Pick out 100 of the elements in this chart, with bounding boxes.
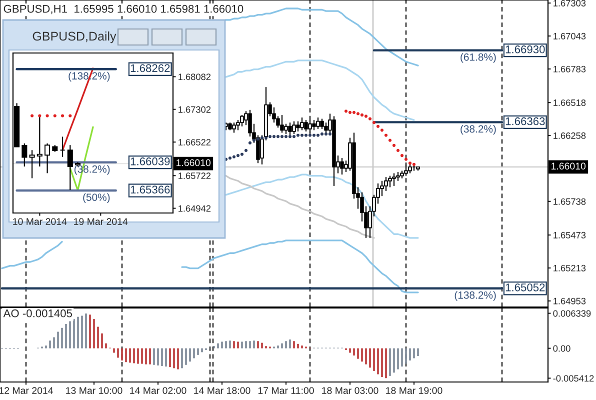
annotation: 1.66930 (506, 45, 545, 54)
y-tick-label: 1.65738 (554, 198, 586, 205)
y-tick-label: 1.65473 (554, 232, 586, 238)
point (360, 113, 364, 117)
point (372, 121, 376, 124)
annotation: 1.66039 (130, 157, 170, 166)
point (312, 134, 316, 137)
y-tick-label: 1.66522 (178, 138, 211, 146)
y-tick-label: 1.64953 (554, 298, 586, 304)
point (260, 136, 264, 140)
candlestick (296, 120, 300, 132)
candlestick (384, 176, 388, 192)
point (228, 156, 232, 160)
point (240, 152, 244, 156)
point (324, 132, 328, 136)
x-tick-label: 14 Mar 18:00 (194, 387, 250, 394)
point (368, 117, 372, 120)
point (296, 134, 300, 137)
series-label: (61.8%) (460, 53, 496, 63)
series-label: (50%) (83, 193, 110, 204)
x-tick-label: 19 Mar 2014 (74, 218, 128, 225)
chart-title: AO -0.001405 (3, 309, 72, 318)
point (236, 154, 240, 158)
point (264, 136, 268, 140)
candlestick (272, 106, 276, 124)
y-tick-label: 1.65722 (178, 172, 211, 180)
y-tick-label: 0.006339 (553, 310, 591, 317)
annotation: 1.68262 (130, 64, 170, 72)
candlestick (392, 172, 396, 187)
ref-line-label: 1.66010 (552, 162, 586, 170)
point (304, 134, 308, 137)
candlestick (232, 122, 236, 134)
point (380, 128, 384, 132)
x-tick-label: 14 Mar 02:00 (130, 387, 186, 394)
point (352, 110, 356, 114)
point (252, 138, 256, 142)
point (300, 134, 304, 137)
candlestick (300, 116, 304, 131)
candlestick (280, 114, 284, 134)
candlestick (67, 144, 73, 190)
y-tick-label: 1.66518 (554, 99, 586, 106)
point (280, 134, 284, 138)
point (348, 110, 352, 114)
candlestick (60, 136, 66, 158)
point (244, 148, 248, 152)
point (396, 148, 400, 152)
point (388, 138, 392, 142)
x-tick-label: 17 Mar 11:00 (258, 387, 314, 394)
candlestick (22, 142, 28, 168)
x-tick-label: 13 Mar 10:00 (66, 387, 122, 394)
y-tick-label: 1.66783 (554, 66, 586, 72)
line-series (225, 60, 415, 121)
x-tick-label: 18 Mar 19:00 (386, 387, 442, 394)
point (408, 162, 412, 165)
y-tick-label: 0.00 (553, 345, 570, 352)
ref-line-label: 1.66010 (176, 159, 211, 166)
point (232, 155, 236, 158)
candlestick (304, 119, 308, 132)
y-tick-label: 1.66258 (554, 132, 586, 139)
point (392, 144, 396, 147)
candlestick (292, 120, 296, 135)
candlestick (312, 119, 316, 131)
candlestick (316, 116, 320, 130)
candlestick (29, 150, 35, 179)
candlestick (236, 119, 240, 131)
chart-title: GBPUSD,H1 1.65995 1.66010 1.65981 1.66010 (4, 4, 244, 14)
y-tick-label: 1.68082 (178, 74, 211, 80)
candlestick (324, 122, 328, 136)
point (316, 134, 320, 137)
point (384, 134, 388, 137)
candlestick (388, 175, 392, 188)
y-tick-label: 1.67043 (554, 32, 586, 40)
y-tick-label: 1.65213 (554, 264, 586, 272)
point (328, 132, 332, 136)
point (376, 124, 380, 128)
annotation: 1.65052 (506, 283, 545, 292)
point (400, 154, 404, 158)
point (356, 112, 360, 116)
point (256, 137, 260, 141)
y-tick-label: 1.67303 (554, 0, 586, 6)
annotation: 1.66363 (506, 117, 545, 126)
y-tick-label: -0.005412 (553, 375, 594, 382)
annotation: 1.65366 (130, 186, 170, 194)
candlestick (44, 142, 50, 174)
series-label: (38.2%) (460, 124, 496, 135)
point (248, 141, 252, 144)
x-tick-label: 18 Mar 03:00 (322, 387, 378, 394)
point (344, 110, 348, 113)
line-series (225, 174, 419, 239)
candlestick (240, 114, 244, 127)
chart-title: GBPUSD,Daily (32, 31, 116, 44)
point (268, 134, 272, 138)
candlestick (36, 114, 42, 168)
point (276, 134, 280, 138)
point (364, 114, 368, 118)
point (272, 134, 276, 138)
point (412, 162, 416, 166)
candlestick (340, 158, 344, 176)
x-tick-label: 10 Mar 2014 (13, 218, 67, 225)
y-tick-label: 1.67302 (178, 106, 211, 113)
